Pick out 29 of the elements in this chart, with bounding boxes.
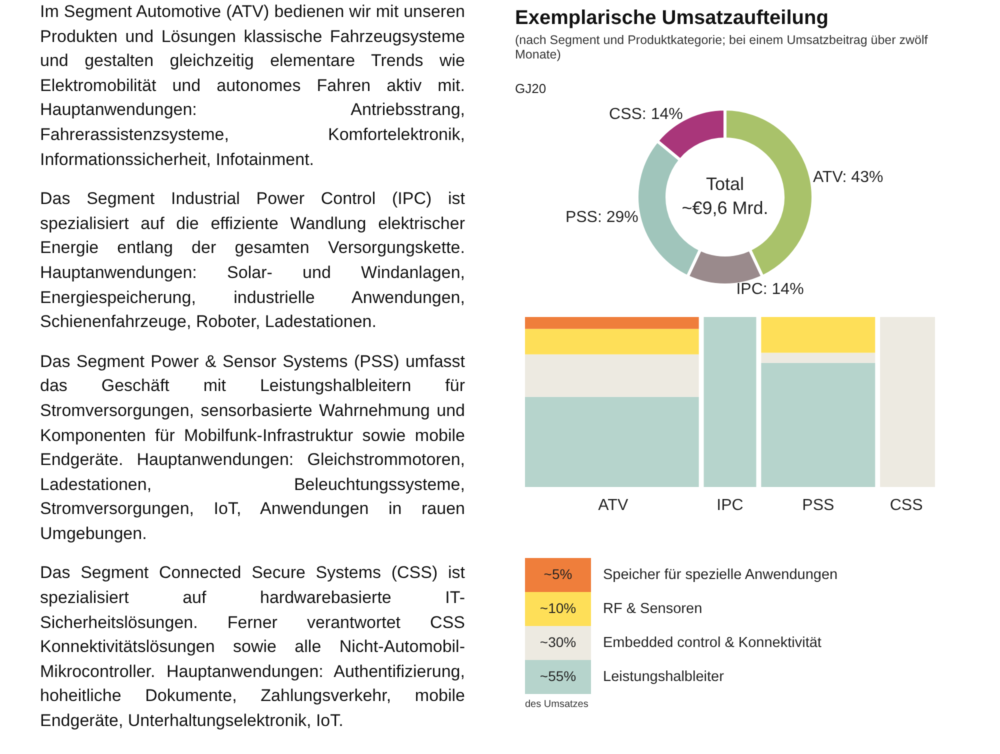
legend-label: Leistungshalbleiter xyxy=(603,669,724,685)
text: Im Segment Automotive (ATV) bedienen wir mit unseren Produkten und Lösungen klassische Fahrzeugsysteme und gestalten gleichzeitig elementare Trends wie Elektromobilität und autonomes Fahren aktiv mit. Hauptanwendungen: Antriebsstrang, Fahrerassistenzsysteme, Komfortelektronik, Informationssicherheit, Infotainment. xyxy=(40,1,465,171)
legend-label: Embedded control & Konnektivität xyxy=(603,635,822,651)
slice-label: PSS: 29% xyxy=(565,209,638,226)
text: Das Segment Industrial Power Control (IPC) ist spezialisiert auf die effiziente Wandlung elektrischer Energie entlang der gesamten Versorgungskette. Hauptanwendungen: Solar- und Windanlagen, Energiespeicherung, industrielle Anwendungen, Schienenfahrzeuge, Roboter, Ladestationen. xyxy=(40,188,465,334)
text: des Umsatzes xyxy=(525,699,588,710)
bar xyxy=(761,362,876,487)
text: ~30% xyxy=(540,634,576,650)
text: ~5% xyxy=(544,566,572,582)
text: Das Segment Connected Secure Systems (CSS) ist spezialisiert auf hardwarebasierte IT-Sicherheitslösungen. Ferner verantwortet CSS Konnektivitätslösungen sowie alle Nicht-Automobil-Mikrocontroller. Hauptanwendungen: Authentifizierung, hoheitliche Dokumente, Zahlungsverkehr, mobile Endgeräte, Unterhaltungselektronik, IoT. xyxy=(40,562,465,732)
slice-label: ATV: 43% xyxy=(812,168,884,186)
legend-label: RF & Sensoren xyxy=(603,601,702,617)
bar xyxy=(761,352,876,363)
text: GJ20 xyxy=(515,81,546,96)
legend-label: Speicher für spezielle Anwendungen xyxy=(603,567,838,583)
slice-label: CSS: 14% xyxy=(609,106,683,123)
x-tick-label: ATV xyxy=(598,497,628,514)
chart-subtitle: (nach Segment und Produktkategorie; bei einem Umsatzbeitrag über zwölf Monate) xyxy=(515,33,928,62)
text: Total xyxy=(706,174,744,194)
x-tick-label: CSS xyxy=(890,497,923,514)
x-tick-label: IPC xyxy=(716,497,744,514)
text: Das Segment Power & Sensor Systems (PSS) umfasst das Geschäft mit Leistungshalbleitern für Stromversorgungen, sensorbasierte Wahrnehmung und Komponenten für Mobilfunk-Infrastruktur sowie mobile Endgeräte. Hauptanwendungen: Gleichstrommotoren, Ladestationen, Beleuchtungssysteme, Stromversorgungen, IoT, Anwendungen in rauen Umgebungen. xyxy=(40,350,465,545)
x-tick-label: PSS xyxy=(802,497,834,514)
text: ~55% xyxy=(540,668,576,684)
slice-label: IPC: 14% xyxy=(736,281,804,298)
text: ~€9,6 Mrd. xyxy=(682,198,768,218)
bar xyxy=(525,317,699,329)
chart-title: Exemplarische Umsatzaufteilung xyxy=(515,7,828,29)
text: ~10% xyxy=(540,600,576,616)
